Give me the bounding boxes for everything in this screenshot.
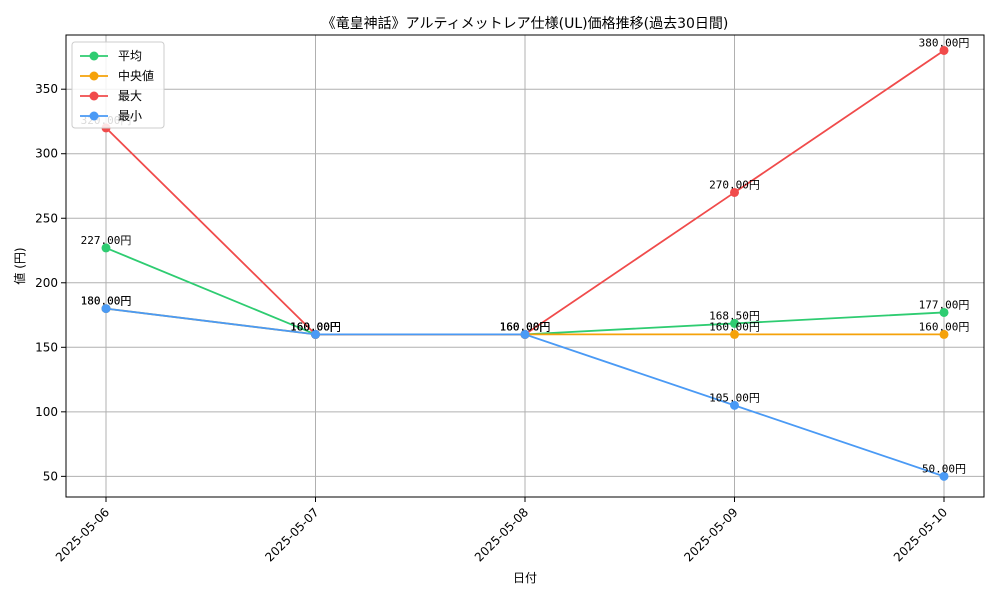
data-label: 180.00円 xyxy=(81,295,132,308)
y-axis-label: 値 (円) xyxy=(12,247,27,284)
data-point xyxy=(730,400,739,410)
legend-label: 最大 xyxy=(118,89,142,103)
grid xyxy=(66,35,984,497)
data-label: 227.00円 xyxy=(81,234,132,247)
data-label: 270.00円 xyxy=(709,178,760,191)
legend-label: 最小 xyxy=(118,109,142,123)
data-point xyxy=(311,329,320,339)
data-label: 105.00円 xyxy=(709,391,760,404)
x-axis-label: 日付 xyxy=(513,571,537,585)
x-tick-label: 2025-05-07 xyxy=(262,505,321,564)
legend-marker xyxy=(89,51,99,61)
data-label: 160.00円 xyxy=(500,320,551,333)
legend-marker xyxy=(89,91,99,101)
data-label: 160.00円 xyxy=(709,320,760,333)
x-axis: 2025-05-06 2025-05-07 2025-05-08 2025-05-09… xyxy=(53,497,950,564)
y-tick-label: 250 xyxy=(35,211,58,225)
data-label: 180.00円 xyxy=(81,295,132,308)
y-axis: 50 100 150 200 250 300 350 xyxy=(35,82,66,483)
data-label: 160.00円 xyxy=(500,320,551,333)
x-tick-label: 2025-05-09 xyxy=(681,505,740,564)
legend-marker xyxy=(89,71,99,81)
data-label: 177.00円 xyxy=(919,298,970,311)
x-tick-label: 2025-05-08 xyxy=(472,505,531,564)
y-tick-label: 100 xyxy=(35,405,58,419)
data-label: 160.00円 xyxy=(290,320,341,333)
y-tick-label: 150 xyxy=(35,340,58,354)
data-point xyxy=(730,318,739,328)
data-point xyxy=(939,329,949,339)
data-label: 160.00円 xyxy=(290,320,341,333)
y-tick-label: 350 xyxy=(35,82,58,96)
data-point xyxy=(101,304,111,314)
y-tick-label: 200 xyxy=(35,276,58,290)
x-tick-label: 2025-05-10 xyxy=(891,505,950,564)
x-tick-label: 2025-05-06 xyxy=(53,505,112,564)
data-label: 50.00円 xyxy=(922,462,966,475)
data-point xyxy=(730,329,739,339)
data-label: 160.00円 xyxy=(500,320,551,333)
data-point xyxy=(939,471,949,481)
chart-title: 《竜皇神話》アルティメットレア仕様(UL)価格推移(過去30日間) xyxy=(322,15,729,32)
data-point xyxy=(101,243,111,253)
y-tick-label: 50 xyxy=(43,469,58,483)
data-label: 380.00円 xyxy=(919,36,970,49)
legend-label: 中央値 xyxy=(118,68,154,83)
data-label: 160.00円 xyxy=(500,320,551,333)
y-tick-label: 300 xyxy=(35,147,58,161)
legend-marker xyxy=(89,111,99,121)
data-point xyxy=(939,45,949,55)
data-label: 160.00円 xyxy=(290,320,341,333)
legend-box xyxy=(71,41,165,129)
legend-label: 平均 xyxy=(118,49,142,63)
data-point xyxy=(520,329,530,339)
data-point xyxy=(939,307,949,317)
data-label: 160.00円 xyxy=(919,320,970,333)
data-label: 160.00円 xyxy=(290,320,341,333)
data-point xyxy=(730,187,739,197)
series-layer xyxy=(101,45,949,481)
data-label: 168.50円 xyxy=(709,309,760,322)
